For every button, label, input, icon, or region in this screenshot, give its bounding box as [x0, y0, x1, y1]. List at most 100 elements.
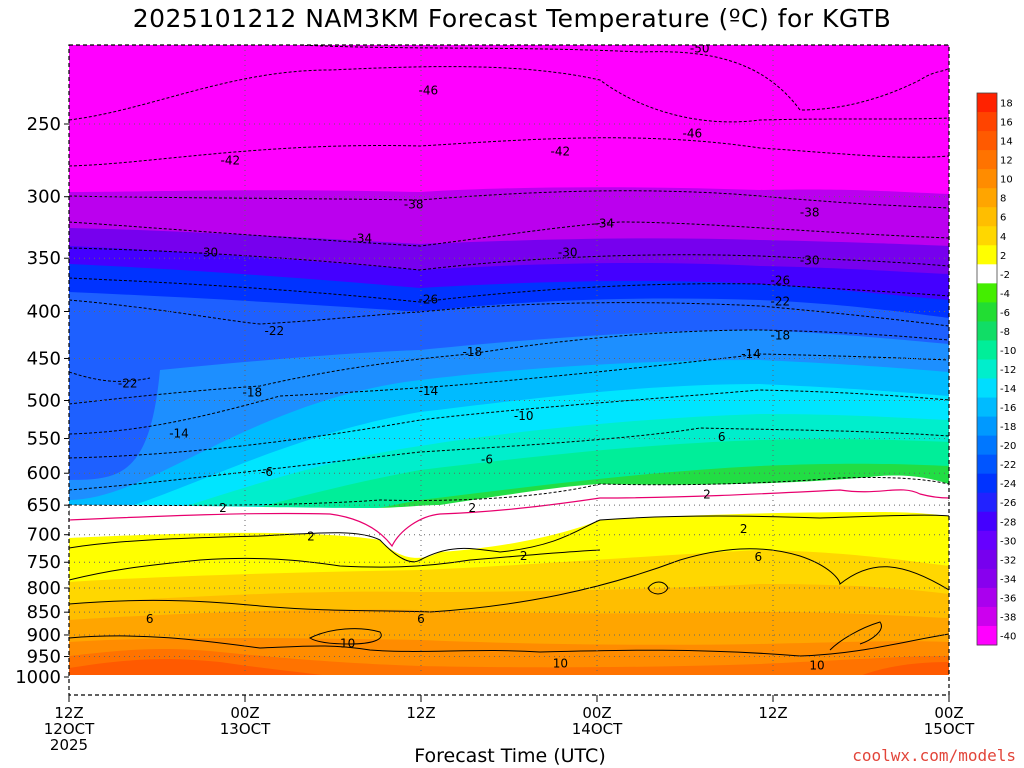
x-tick-label: 15OCT: [924, 720, 975, 738]
isotherm-label: -18: [243, 385, 263, 399]
x-tick-label: 12Z: [54, 704, 83, 722]
colorbar-swatch: [977, 302, 997, 322]
colorbar-label: 2: [1000, 251, 1006, 262]
colorbar-label: 18: [1000, 99, 1013, 110]
colorbar-label: -2: [1000, 270, 1010, 281]
isotherm-minus38: [69, 190, 949, 209]
colorbar-label: -12: [1000, 365, 1016, 376]
colorbar-label: -30: [1000, 536, 1016, 547]
y-tick-label: 650: [27, 495, 61, 516]
isotherm-label: -14: [419, 384, 439, 398]
isotherm-label: 10: [340, 637, 355, 651]
colorbar-label: -40: [1000, 631, 1016, 642]
isotherm-minus50: [299, 45, 949, 111]
colorbar-label: 10: [1000, 175, 1013, 186]
isotherm-label: 10: [553, 657, 568, 671]
band-red-orange-right: [862, 662, 949, 675]
isotherm-minus22-upper: [69, 299, 949, 327]
isotherm-minus10: [69, 389, 949, 459]
colorbar-swatch: [977, 454, 997, 475]
isotherm-label: -22: [118, 376, 138, 390]
band-red-orange: [69, 659, 323, 675]
isotherm-label: -38: [800, 205, 820, 219]
colorbar-swatch: [977, 112, 997, 132]
y-tick-label: 750: [27, 552, 61, 573]
band-orange-dark: [69, 649, 949, 675]
colorbar-swatch: [977, 245, 997, 265]
colorbar-label: -18: [1000, 422, 1016, 433]
colorbar-label: -14: [1000, 384, 1016, 395]
colorbar: 18 16 14 12 10 8 6 4 2 -2 -4 -6 -8 -10 -12 -14 -16 -18 -20…: [976, 92, 1016, 646]
colorbar-label: -20: [1000, 441, 1016, 452]
isotherm-label: -18: [463, 345, 483, 359]
isotherm-plus2-upper: [69, 514, 949, 563]
isotherm-label: 2: [219, 501, 227, 515]
isotherm-label: -18: [771, 329, 791, 343]
isotherm-label: 6: [718, 430, 726, 444]
y-tick-label: 500: [27, 391, 61, 412]
isotherm-label: 6: [755, 550, 763, 564]
colorbar-swatch: [977, 264, 997, 284]
colorbar-label: -16: [1000, 403, 1016, 414]
isotherm-label: -26: [771, 273, 791, 287]
colorbar-label: -6: [1000, 308, 1010, 319]
x-tick-label: 00Z: [934, 704, 963, 722]
colorbar-swatch: [977, 530, 997, 551]
colorbar-swatch: [977, 435, 997, 456]
colorbar-swatch: [977, 416, 997, 437]
y-tick-label: 800: [27, 578, 61, 599]
colorbar-label: -32: [1000, 555, 1016, 566]
colorbar-swatch: [977, 511, 997, 532]
isotherm-plus10-right: [829, 621, 882, 651]
isotherm-minus34: [69, 221, 949, 247]
colorbar-label: 8: [1000, 194, 1006, 205]
colorbar-swatch: [977, 397, 997, 418]
colorbar-label: 4: [1000, 232, 1006, 243]
isotherm-minus14: [69, 353, 949, 435]
colorbar-label: -36: [1000, 593, 1016, 604]
isotherm-label: -42: [221, 154, 241, 168]
isotherm-label: -42: [551, 145, 571, 159]
y-tick-label: 250: [27, 114, 61, 135]
isotherm-label: 6: [417, 612, 425, 626]
isotherm-label: 2: [307, 529, 315, 543]
isotherm-plus2-lower: [69, 549, 601, 581]
isotherm-minus30: [69, 247, 949, 271]
isotherm-plus6: [69, 548, 949, 613]
colorbar-label: -28: [1000, 517, 1016, 528]
isotherm-label: -46: [683, 126, 703, 140]
colorbar-frame: [976, 92, 998, 646]
isotherm-minus6: [69, 427, 949, 491]
y-axis: 2503003504004505005506006507007508008509…: [15, 114, 69, 688]
y-tick-label: 450: [27, 348, 61, 369]
colorbar-swatch: [977, 226, 997, 246]
colorbar-label: -34: [1000, 574, 1016, 585]
x-tick-label: 12Z: [758, 704, 787, 722]
x-tick-label: 2025: [50, 736, 88, 754]
isotherm-minus18: [69, 329, 949, 405]
x-tick-label: 12Z: [406, 704, 435, 722]
colorbar-swatch: [977, 587, 997, 608]
isotherm-label: 2: [469, 501, 477, 515]
isotherm-label: -22: [265, 324, 285, 338]
colorbar-label: 16: [1000, 118, 1013, 129]
isotherm-label: -30: [558, 245, 578, 259]
plot-area: -50 -46 -46 -42 -42 -38 -38 -34 -34 -30 -30 -30 -26 -…: [69, 45, 949, 675]
colorbar-swatch: [977, 492, 997, 513]
colorbar-swatch: [977, 549, 997, 570]
colorbar-swatch: [977, 150, 997, 170]
colorbar-swatch: [977, 188, 997, 208]
isotherm-plus6-loop: [647, 581, 669, 595]
colorbar-swatch: [977, 93, 997, 113]
colorbar-swatch: [977, 207, 997, 227]
isotherm-label: 6: [146, 612, 154, 626]
isotherm-label: 2: [740, 522, 748, 536]
colorbar-label: 12: [1000, 156, 1013, 167]
isotherm-label: 2: [520, 549, 528, 563]
isotherm-plus10: [69, 633, 949, 657]
colorbar-swatch: [977, 625, 997, 646]
x-tick-label: 00Z: [582, 704, 611, 722]
colorbar-swatch: [977, 131, 997, 151]
isotherm-minus2: [69, 476, 949, 506]
